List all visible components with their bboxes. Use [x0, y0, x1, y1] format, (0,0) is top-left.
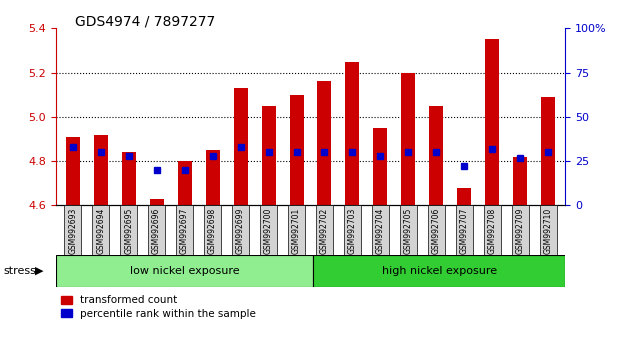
Text: GSM992697: GSM992697	[180, 208, 189, 254]
Text: GSM992696: GSM992696	[152, 208, 161, 254]
Bar	[178, 161, 192, 205]
Text: stress: stress	[3, 266, 36, 276]
Text: GSM992698: GSM992698	[208, 208, 217, 254]
FancyBboxPatch shape	[65, 205, 81, 255]
FancyBboxPatch shape	[512, 205, 528, 255]
FancyBboxPatch shape	[314, 255, 565, 287]
FancyBboxPatch shape	[176, 205, 193, 255]
Bar	[345, 62, 360, 205]
Legend: transformed count, percentile rank within the sample: transformed count, percentile rank withi…	[61, 296, 256, 319]
FancyBboxPatch shape	[344, 205, 361, 255]
FancyBboxPatch shape	[540, 205, 556, 255]
Bar	[486, 39, 499, 205]
Text: GSM992700: GSM992700	[264, 208, 273, 254]
Bar	[122, 152, 135, 205]
FancyBboxPatch shape	[56, 255, 314, 287]
Text: GSM992707: GSM992707	[460, 208, 469, 254]
FancyBboxPatch shape	[456, 205, 473, 255]
Text: GSM992703: GSM992703	[348, 208, 357, 254]
Text: GSM992702: GSM992702	[320, 208, 329, 254]
FancyBboxPatch shape	[120, 205, 137, 255]
Bar	[289, 95, 304, 205]
FancyBboxPatch shape	[372, 205, 389, 255]
FancyBboxPatch shape	[260, 205, 277, 255]
Bar	[317, 81, 332, 205]
Text: ▶: ▶	[35, 266, 44, 276]
FancyBboxPatch shape	[288, 205, 305, 255]
FancyBboxPatch shape	[428, 205, 445, 255]
FancyBboxPatch shape	[204, 205, 221, 255]
Text: GSM992694: GSM992694	[96, 208, 105, 254]
Bar	[261, 106, 276, 205]
Bar	[150, 199, 163, 205]
Bar	[373, 128, 388, 205]
Text: GSM992709: GSM992709	[516, 208, 525, 254]
FancyBboxPatch shape	[316, 205, 333, 255]
Text: GDS4974 / 7897277: GDS4974 / 7897277	[75, 14, 215, 28]
Text: GSM992695: GSM992695	[124, 208, 133, 254]
Bar	[206, 150, 220, 205]
Text: GSM992708: GSM992708	[488, 208, 497, 254]
Text: GSM992706: GSM992706	[432, 208, 441, 254]
Bar	[458, 188, 471, 205]
Text: high nickel exposure: high nickel exposure	[382, 266, 497, 276]
Text: GSM992705: GSM992705	[404, 208, 413, 254]
FancyBboxPatch shape	[484, 205, 501, 255]
Bar	[94, 135, 107, 205]
Bar	[429, 106, 443, 205]
Bar	[401, 73, 415, 205]
Text: GSM992701: GSM992701	[292, 208, 301, 254]
FancyBboxPatch shape	[93, 205, 109, 255]
Text: GSM992710: GSM992710	[544, 208, 553, 254]
FancyBboxPatch shape	[400, 205, 417, 255]
FancyBboxPatch shape	[148, 205, 165, 255]
Bar	[66, 137, 79, 205]
Text: GSM992693: GSM992693	[68, 208, 77, 254]
Bar	[542, 97, 555, 205]
Bar	[514, 156, 527, 205]
Text: low nickel exposure: low nickel exposure	[130, 266, 240, 276]
Text: GSM992704: GSM992704	[376, 208, 385, 254]
Bar	[233, 88, 248, 205]
FancyBboxPatch shape	[232, 205, 249, 255]
Text: GSM992699: GSM992699	[236, 208, 245, 254]
